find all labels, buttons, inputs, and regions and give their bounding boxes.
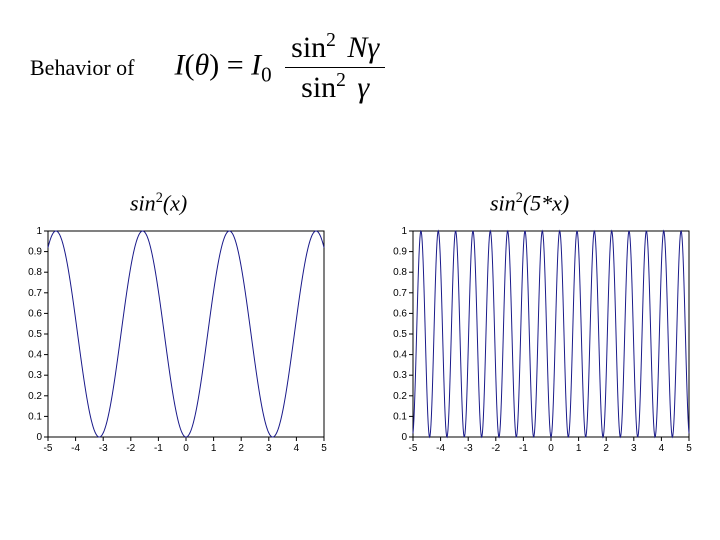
- x-tick-label: -2: [491, 443, 500, 454]
- x-tick-label: 5: [686, 443, 692, 454]
- y-tick-label: 0: [36, 432, 42, 443]
- y-tick-label: 0.3: [393, 370, 407, 381]
- x-tick-label: 4: [659, 443, 665, 454]
- x-tick-label: 0: [548, 443, 554, 454]
- x-tick-label: 4: [294, 443, 300, 454]
- left-chart-title: sin2(x): [130, 190, 187, 216]
- y-tick-label: 0.5: [393, 329, 407, 340]
- y-tick-label: 0.2: [28, 391, 42, 402]
- intensity-formula: I(θ) = I0 sin2 Nγ sin2 γ: [174, 30, 385, 105]
- x-tick-label: 1: [211, 443, 217, 454]
- fraction: sin2 Nγ sin2 γ: [285, 30, 385, 105]
- y-tick-label: 0.6: [28, 308, 42, 319]
- denominator: sin2 γ: [285, 68, 385, 105]
- y-tick-label: 0.8: [393, 267, 407, 278]
- x-tick-label: 3: [631, 443, 637, 454]
- y-tick-label: 1: [36, 226, 42, 237]
- y-tick-label: 0.7: [393, 288, 407, 299]
- plot-area: [48, 231, 324, 437]
- left-chart: 0 0.1 0.2 0.3 0.4 0.5 0.6 0.7 0.8 0.9 1 -5 -4 -3 -2 -1 0…: [20, 225, 330, 455]
- plot-area: [413, 231, 689, 437]
- numerator: sin2 Nγ: [285, 30, 385, 68]
- y-tick-label: 0.4: [28, 350, 42, 361]
- x-tick-label: 5: [321, 443, 327, 454]
- x-tick-label: -5: [409, 443, 418, 454]
- y-tick-label: 0.1: [393, 411, 407, 422]
- right-chart-title: sin2(5*x): [490, 190, 569, 216]
- x-tick-label: -1: [519, 443, 528, 454]
- y-tick-label: 0.2: [393, 391, 407, 402]
- y-tick-label: 1: [401, 226, 407, 237]
- y-tick-label: 0.6: [393, 308, 407, 319]
- x-tick-label: 2: [603, 443, 609, 454]
- x-tick-label: -2: [126, 443, 135, 454]
- header-row: Behavior of I(θ) = I0 sin2 Nγ sin2 γ: [30, 30, 385, 105]
- y-tick-label: 0.3: [28, 370, 42, 381]
- x-tick-label: 0: [183, 443, 189, 454]
- x-tick-label: -3: [464, 443, 473, 454]
- x-tick-label: -1: [154, 443, 163, 454]
- y-tick-label: 0.4: [393, 350, 407, 361]
- y-tick-label: 0.9: [28, 247, 42, 258]
- x-tick-label: 1: [576, 443, 582, 454]
- y-tick-label: 0: [401, 432, 407, 443]
- y-tick-label: 0.7: [28, 288, 42, 299]
- y-tick-label: 0.5: [28, 329, 42, 340]
- x-tick-label: 3: [266, 443, 272, 454]
- x-tick-label: 2: [238, 443, 244, 454]
- x-tick-label: -4: [71, 443, 80, 454]
- behavior-label: Behavior of: [30, 55, 134, 81]
- chart-svg: 0 0.1 0.2 0.3 0.4 0.5 0.6 0.7 0.8 0.9 1 -5 -4 -3 -2 -1 0…: [385, 225, 695, 455]
- right-chart: 0 0.1 0.2 0.3 0.4 0.5 0.6 0.7 0.8 0.9 1 -5 -4 -3 -2 -1 0…: [385, 225, 695, 455]
- y-tick-label: 0.9: [393, 247, 407, 258]
- x-tick-label: -4: [436, 443, 445, 454]
- chart-svg: 0 0.1 0.2 0.3 0.4 0.5 0.6 0.7 0.8 0.9 1 -5 -4 -3 -2 -1 0…: [20, 225, 330, 455]
- x-tick-label: -5: [44, 443, 53, 454]
- y-tick-label: 0.8: [28, 267, 42, 278]
- y-tick-label: 0.1: [28, 411, 42, 422]
- x-tick-label: -3: [99, 443, 108, 454]
